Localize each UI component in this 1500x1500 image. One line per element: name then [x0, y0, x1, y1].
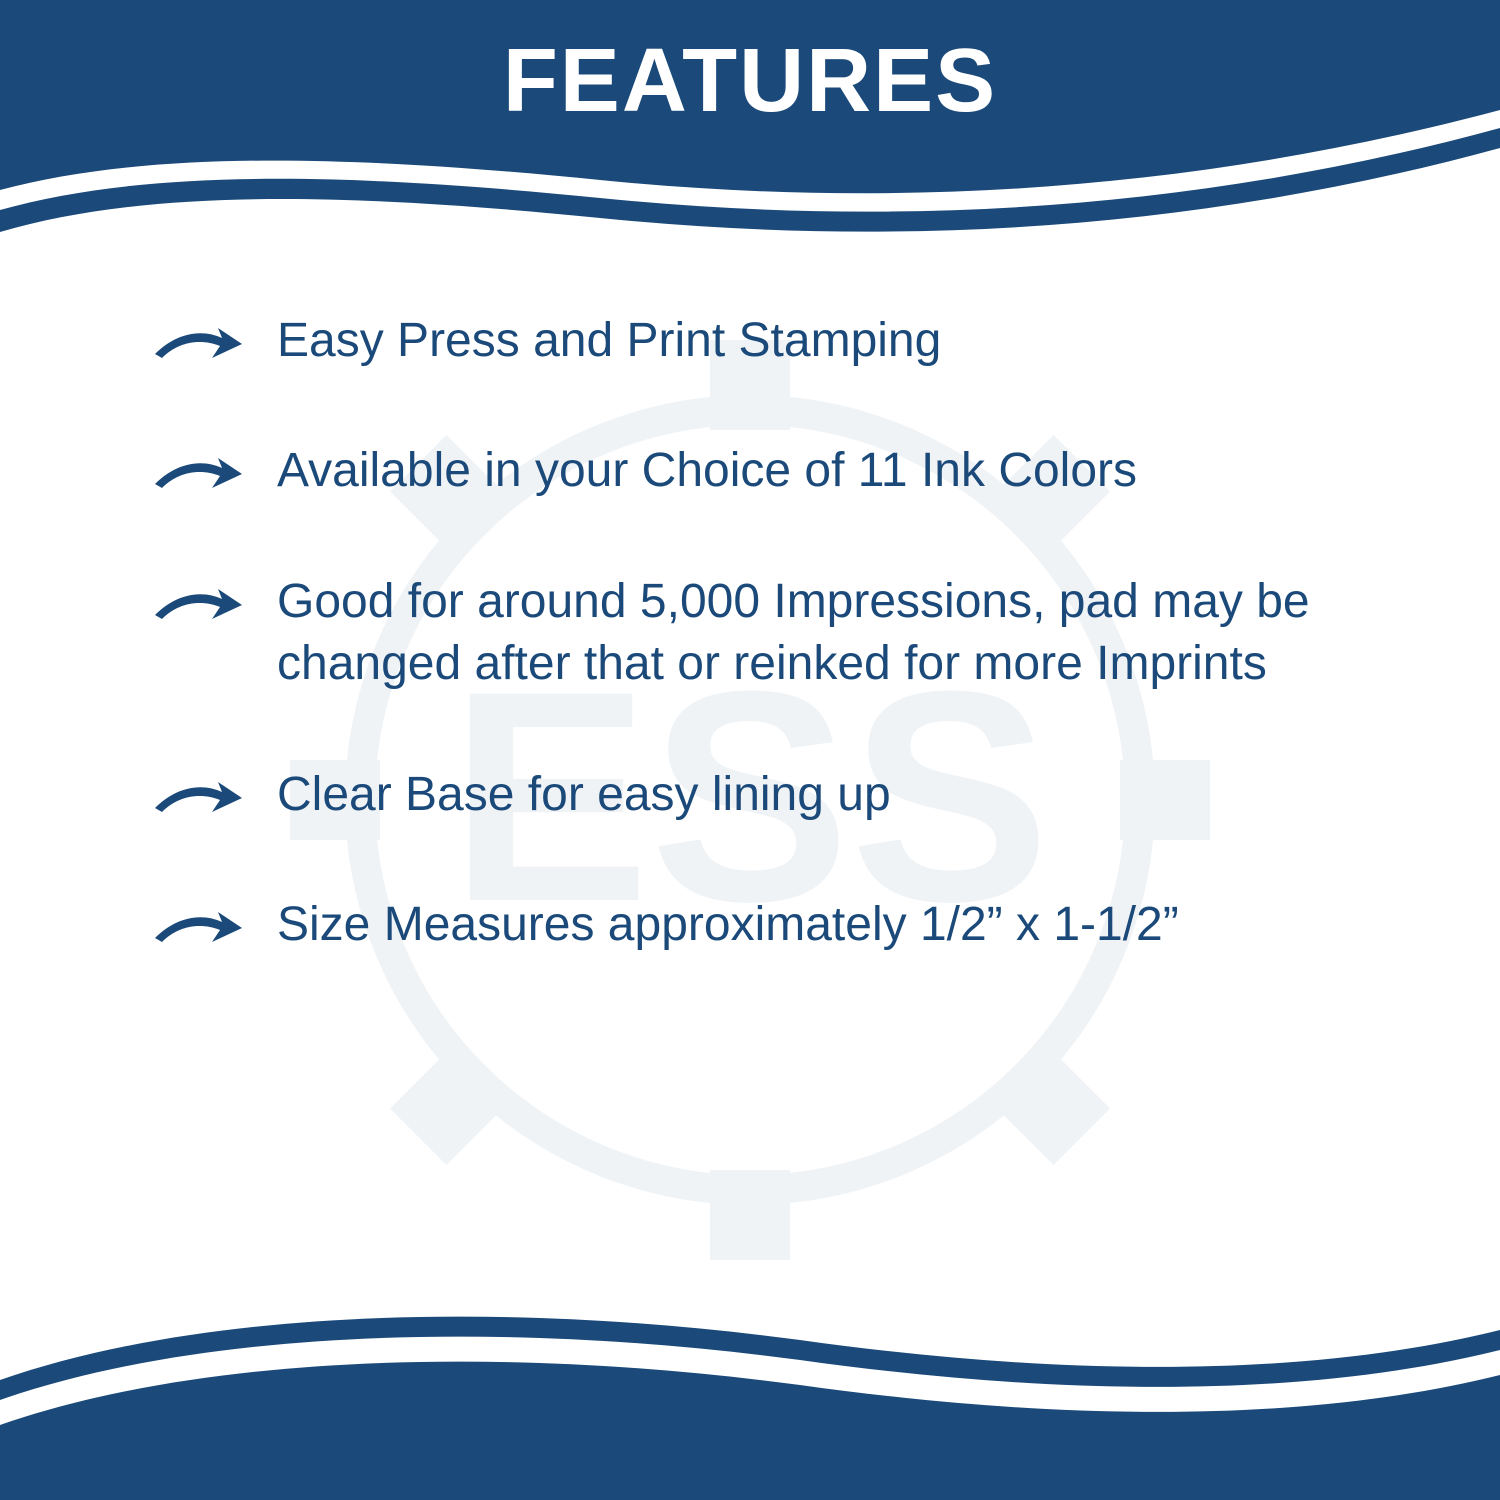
feature-text: Easy Press and Print Stamping: [277, 310, 1400, 372]
feature-text: Available in your Choice of 11 Ink Color…: [277, 440, 1400, 502]
arrow-icon: [150, 316, 245, 371]
feature-text: Size Measures approximately 1/2” x 1-1/2…: [277, 894, 1400, 956]
feature-item: Clear Base for easy lining up: [150, 764, 1400, 826]
bottom-wave: [0, 1270, 1500, 1500]
features-list: Easy Press and Print Stamping Available …: [150, 310, 1400, 1024]
feature-item: Easy Press and Print Stamping: [150, 310, 1400, 372]
arrow-icon: [150, 770, 245, 825]
arrow-icon: [150, 577, 245, 632]
feature-item: Good for around 5,000 Impressions, pad m…: [150, 571, 1400, 696]
page-title: FEATURES: [0, 30, 1500, 133]
arrow-icon: [150, 900, 245, 955]
feature-text: Good for around 5,000 Impressions, pad m…: [277, 571, 1400, 696]
feature-item: Available in your Choice of 11 Ink Color…: [150, 440, 1400, 502]
arrow-icon: [150, 446, 245, 501]
feature-item: Size Measures approximately 1/2” x 1-1/2…: [150, 894, 1400, 956]
feature-text: Clear Base for easy lining up: [277, 764, 1400, 826]
